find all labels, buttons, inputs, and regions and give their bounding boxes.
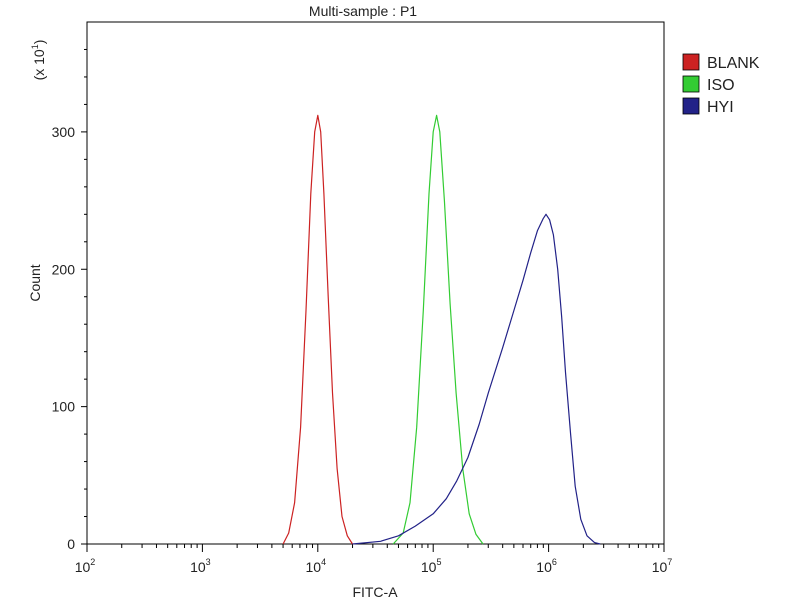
chart-title: Multi-sample : P1 xyxy=(309,3,417,19)
legend-label-iso: ISO xyxy=(707,77,735,94)
x-axis: 102 103 104 105 106 107 xyxy=(75,544,673,575)
series-line-hyi xyxy=(352,213,601,545)
y-axis: 0 100 200 300 xyxy=(52,48,87,552)
y-tick-label: 300 xyxy=(52,124,76,140)
series-line-iso xyxy=(392,114,484,545)
x-tick-label: 103 xyxy=(190,557,211,575)
y-tick-label: 200 xyxy=(52,261,76,277)
y-tick-label: 100 xyxy=(52,399,76,415)
x-tick-label: 102 xyxy=(75,557,96,575)
x-tick-label: 106 xyxy=(536,557,557,575)
legend-swatch-iso xyxy=(682,75,700,93)
y-multiplier-label: (x 101) xyxy=(30,40,47,81)
legend-label-blank: BLANK xyxy=(707,55,760,72)
x-axis-label: FITC-A xyxy=(352,584,398,600)
legend-swatch-blank xyxy=(682,53,700,71)
legend-swatch-hyi xyxy=(682,97,700,115)
legend: BLANK ISO HYI xyxy=(682,53,760,116)
plot-frame xyxy=(86,21,665,545)
series-layer xyxy=(282,114,601,545)
x-tick-label: 107 xyxy=(652,557,673,575)
y-axis-label: Count xyxy=(27,264,43,301)
legend-label-hyi: HYI xyxy=(707,99,734,116)
y-tick-label: 0 xyxy=(67,536,75,552)
x-tick-label: 105 xyxy=(421,557,442,575)
series-line-blank xyxy=(282,114,354,545)
x-tick-label: 104 xyxy=(306,557,327,575)
